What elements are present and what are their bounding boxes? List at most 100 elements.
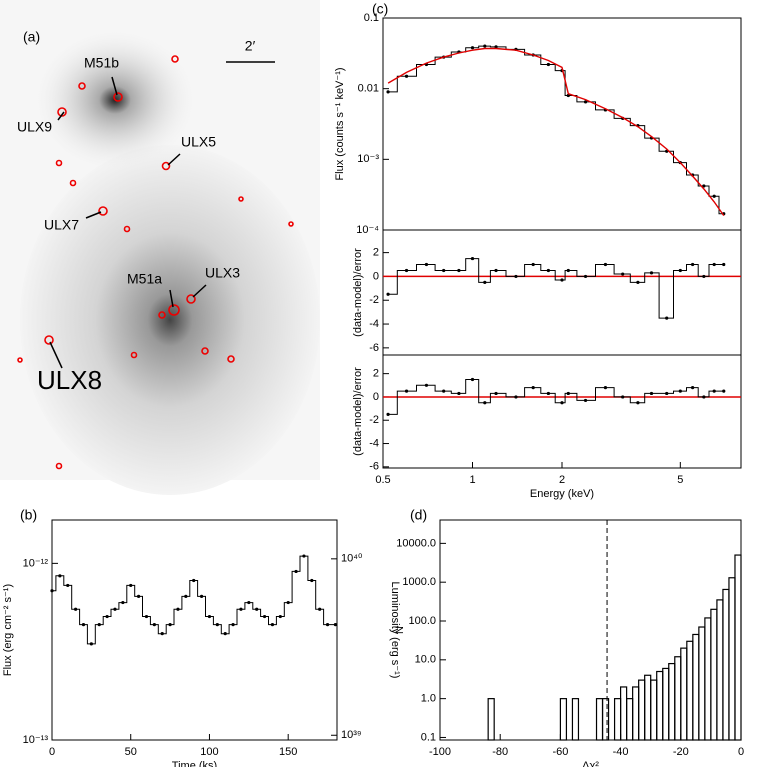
data-point	[483, 44, 487, 48]
y-axis-label: N	[394, 626, 406, 634]
x-tick-label: -80	[492, 746, 508, 758]
x-tick-label: 2	[559, 474, 565, 486]
data-point	[176, 607, 180, 611]
y2-axis-label: Luminosity (erg s⁻¹)	[389, 582, 401, 679]
data-point	[294, 569, 298, 574]
histogram-bar	[716, 599, 724, 741]
data-point	[215, 623, 219, 627]
data-point	[50, 589, 54, 593]
data-point	[286, 600, 290, 605]
data-point	[470, 46, 475, 50]
panel-label: (a)	[23, 29, 40, 45]
data-point	[223, 632, 227, 636]
histogram-bar	[650, 679, 658, 741]
data-point	[457, 268, 461, 273]
x-tick-label: -100	[429, 746, 451, 758]
galaxy-m51a	[20, 145, 320, 495]
x-axis-label: Energy (keV)	[530, 488, 594, 500]
data-point	[404, 389, 409, 393]
histogram-bar	[619, 686, 628, 741]
data-point	[152, 623, 156, 627]
source-label: M51b	[84, 55, 119, 71]
data-point	[514, 395, 518, 399]
data-point	[494, 268, 498, 273]
data-point	[621, 272, 625, 276]
data-point	[81, 623, 86, 627]
x-tick-label: 0	[49, 746, 55, 758]
histogram-bar	[487, 698, 495, 741]
data-point	[74, 607, 78, 611]
data-point	[113, 607, 117, 611]
data-line	[388, 45, 724, 215]
data-point	[184, 594, 188, 599]
histogram-bar	[680, 647, 688, 741]
y-axis-label: (data-model)/error	[352, 248, 364, 337]
y-tick-label: -4	[369, 318, 379, 330]
data-point	[712, 194, 716, 198]
data-point	[333, 623, 338, 627]
scale-bar-label: 2′	[245, 38, 256, 54]
histogram-bar	[722, 588, 730, 741]
panel-label: (d)	[410, 507, 427, 523]
histogram-bar	[571, 698, 580, 741]
histogram-bar	[710, 608, 718, 741]
y-axis-label: (data-model)/error	[352, 367, 364, 456]
source-label: ULX3	[205, 265, 240, 281]
data-point	[566, 391, 570, 396]
data-point	[678, 389, 682, 393]
y-axis-label: Flux (counts s⁻¹ keV⁻¹)	[334, 67, 346, 180]
panel-label: (c)	[372, 1, 388, 17]
data-point	[310, 578, 314, 583]
data-point	[483, 280, 487, 284]
y-tick-label: 0	[373, 270, 379, 282]
y-tick-label: -2	[369, 294, 379, 306]
x-axis-label: Δχ²	[582, 760, 599, 767]
data-point	[603, 386, 608, 390]
data-point	[566, 268, 570, 273]
y-tick-label: 2	[373, 247, 379, 259]
y2-tick-label: 10⁴⁰	[341, 553, 363, 565]
data-point	[636, 280, 640, 284]
data-line	[388, 258, 724, 319]
y-tick-label: 0	[373, 391, 379, 403]
data-point	[129, 583, 133, 588]
data-point	[546, 391, 550, 396]
data-point	[262, 614, 267, 619]
x-tick-label: -40	[613, 746, 629, 758]
y-tick-label: 0.01	[358, 83, 379, 95]
data-point	[583, 274, 588, 279]
y-tick-label: 2	[373, 368, 379, 380]
data-point	[318, 607, 322, 611]
panel-label: (b)	[20, 507, 37, 523]
data-point	[621, 395, 625, 399]
histogram-bar	[662, 667, 670, 741]
data-point	[691, 262, 695, 267]
y-tick-label: 10.0	[415, 654, 436, 666]
data-point	[583, 100, 588, 104]
data-point	[649, 391, 654, 396]
data-point	[560, 278, 564, 282]
source-label: ULX9	[17, 119, 52, 135]
data-point	[144, 614, 149, 619]
histogram-bar	[595, 698, 604, 741]
histogram-bar	[601, 698, 610, 741]
histogram-bar	[734, 554, 742, 741]
histogram-bar	[656, 670, 664, 741]
x-tick-label: 150	[279, 746, 297, 758]
data-point	[702, 274, 706, 279]
data-point	[255, 607, 259, 611]
data-point	[105, 614, 109, 619]
y-tick-label: 10⁻¹³	[23, 734, 49, 746]
plot-frame	[382, 354, 742, 469]
data-point	[386, 90, 390, 94]
y-tick-label: 10000.0	[396, 537, 436, 549]
plot-frame	[51, 519, 338, 741]
data-point	[665, 391, 669, 396]
data-point	[424, 262, 429, 267]
y-tick-label: 10⁻⁴	[356, 224, 379, 236]
data-point	[583, 398, 588, 403]
source-label: ULX7	[44, 217, 79, 233]
data-point	[702, 395, 706, 399]
plot-frame	[382, 229, 742, 356]
